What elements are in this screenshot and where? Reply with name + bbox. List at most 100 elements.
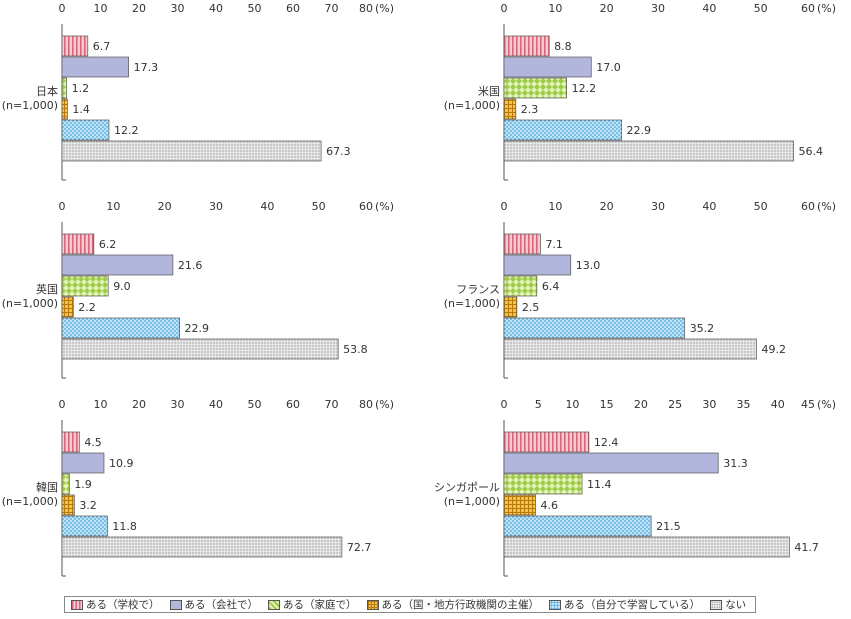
bar-4 bbox=[503, 296, 518, 318]
sample-size-label: (n=1,000) bbox=[2, 99, 58, 112]
legend-item-5: ある（自分で学習している） bbox=[549, 597, 700, 612]
tick-label: 50 bbox=[754, 2, 768, 15]
bar-3 bbox=[503, 473, 583, 495]
country-label: 日本 bbox=[36, 84, 58, 98]
bar-6 bbox=[61, 338, 339, 360]
legend-label: ある（学校で） bbox=[86, 599, 160, 611]
bar-2 bbox=[61, 56, 129, 78]
tick-label: 0 bbox=[501, 200, 508, 213]
legend-label: ある（家庭で） bbox=[283, 599, 357, 611]
tick-label: 30 bbox=[171, 398, 185, 411]
panel-5: 0 5 10 15 20 25 30 35 40 45 (%) 12.4 31.3 11.4 4.6 21.5… bbox=[434, 398, 836, 577]
data-label: 11.8 bbox=[112, 520, 136, 533]
bar-5 bbox=[61, 317, 180, 339]
bar-6 bbox=[503, 536, 790, 558]
tick-label: 10 bbox=[548, 200, 562, 213]
data-label: 12.4 bbox=[594, 436, 619, 449]
legend-swatch bbox=[710, 599, 723, 610]
tick-label: 50 bbox=[248, 2, 262, 15]
legend-item-1: ある（学校で） bbox=[71, 597, 160, 612]
bar-3 bbox=[503, 275, 538, 297]
data-label: 8.8 bbox=[554, 40, 572, 53]
country-label: 米国 bbox=[478, 85, 500, 98]
tick-label: 30 bbox=[702, 398, 716, 411]
tick-label: 50 bbox=[754, 200, 768, 213]
data-label: 10.9 bbox=[109, 457, 134, 470]
country-label: 韓国 bbox=[36, 481, 58, 494]
bar-4 bbox=[61, 494, 75, 516]
tick-label: 80 bbox=[359, 398, 373, 411]
tick-unit: (%) bbox=[375, 398, 394, 411]
data-label: 22.9 bbox=[185, 322, 210, 335]
tick-label: 20 bbox=[132, 2, 146, 15]
legend-swatch bbox=[366, 599, 379, 610]
bar-2 bbox=[503, 452, 719, 474]
tick-label: 60 bbox=[359, 200, 373, 213]
bar-1 bbox=[61, 35, 89, 57]
data-label: 1.9 bbox=[74, 478, 92, 491]
tick-unit: (%) bbox=[375, 2, 394, 15]
bar-1 bbox=[61, 233, 95, 255]
data-label: 49.2 bbox=[762, 343, 787, 356]
tick-label: 10 bbox=[94, 2, 108, 15]
bar-3 bbox=[61, 275, 109, 297]
tick-label: 60 bbox=[286, 398, 300, 411]
tick-label: 0 bbox=[59, 2, 66, 15]
tick-label: 10 bbox=[548, 2, 562, 15]
panel-2: 0 10 20 30 40 50 60 (%) 6.2 21.6 9.0 2.2 22.9 53.8 英国(… bbox=[2, 200, 394, 379]
bar-2 bbox=[503, 254, 572, 276]
tick-label: 30 bbox=[651, 200, 665, 213]
tick-label: 40 bbox=[209, 2, 223, 15]
bar-4 bbox=[503, 494, 536, 516]
tick-label: 20 bbox=[158, 200, 172, 213]
legend-swatch bbox=[268, 599, 280, 610]
country-label: 英国 bbox=[36, 282, 58, 296]
bar-3 bbox=[503, 77, 567, 99]
data-label: 1.2 bbox=[72, 82, 90, 95]
sample-size-label: (n=1,000) bbox=[444, 99, 500, 112]
tick-label: 10 bbox=[94, 398, 108, 411]
country-label: シンガポール bbox=[434, 481, 500, 494]
tick-label: 40 bbox=[702, 2, 716, 15]
tick-label: 40 bbox=[702, 200, 716, 213]
bar-2 bbox=[503, 56, 592, 78]
tick-label: 0 bbox=[501, 2, 508, 15]
tick-label: 50 bbox=[248, 398, 262, 411]
legend-label: ある（国・地方行政機関の主催） bbox=[381, 599, 540, 611]
legend-swatch bbox=[549, 599, 561, 610]
data-label: 4.5 bbox=[84, 436, 102, 449]
tick-label: 70 bbox=[325, 2, 339, 15]
tick-label: 0 bbox=[59, 200, 66, 213]
bar-6 bbox=[503, 338, 757, 360]
data-label: 12.2 bbox=[114, 124, 139, 137]
data-label: 21.6 bbox=[178, 259, 203, 272]
tick-label: 20 bbox=[132, 398, 146, 411]
bar-4 bbox=[61, 98, 68, 120]
panel-0: 0 10 20 30 40 50 60 70 80 (%) 6.7 17.3 1.2 1.4 12.2 67.… bbox=[2, 2, 394, 181]
data-label: 11.4 bbox=[587, 478, 612, 491]
data-label: 12.2 bbox=[572, 82, 597, 95]
tick-label: 60 bbox=[801, 200, 815, 213]
tick-label: 0 bbox=[501, 398, 508, 411]
legend-label: ある（会社で） bbox=[184, 599, 259, 611]
tick-label: 20 bbox=[600, 2, 614, 15]
legend: ある（学校で） ある（会社で） ある（家庭で） ある（国・地方行政機関の主催） ある（自… bbox=[64, 596, 756, 613]
tick-label: 35 bbox=[737, 398, 751, 411]
panel-3: 0 10 20 30 40 50 60 (%) 7.1 13.0 6.42.5 35.2 49.2 フラン… bbox=[444, 200, 836, 379]
tick-label: 20 bbox=[600, 200, 614, 213]
bar-4 bbox=[503, 98, 517, 120]
bar-5 bbox=[61, 515, 108, 537]
data-label: 6.4 bbox=[542, 280, 560, 293]
tick-label: 45 bbox=[801, 398, 815, 411]
data-label: 2.3 bbox=[521, 103, 539, 116]
tick-label: 30 bbox=[171, 2, 185, 15]
tick-label: 30 bbox=[651, 2, 665, 15]
legend-swatch bbox=[71, 599, 83, 610]
data-label: 56.4 bbox=[799, 145, 824, 158]
panel-4: 0 10 20 30 40 50 60 70 80 (%) 4.5 10.9 1.9 3.2 11.8 72.… bbox=[2, 398, 394, 577]
legend-swatch bbox=[169, 599, 182, 610]
data-label: 17.3 bbox=[134, 61, 159, 74]
bar-6 bbox=[61, 140, 322, 162]
tick-label: 40 bbox=[260, 200, 274, 213]
